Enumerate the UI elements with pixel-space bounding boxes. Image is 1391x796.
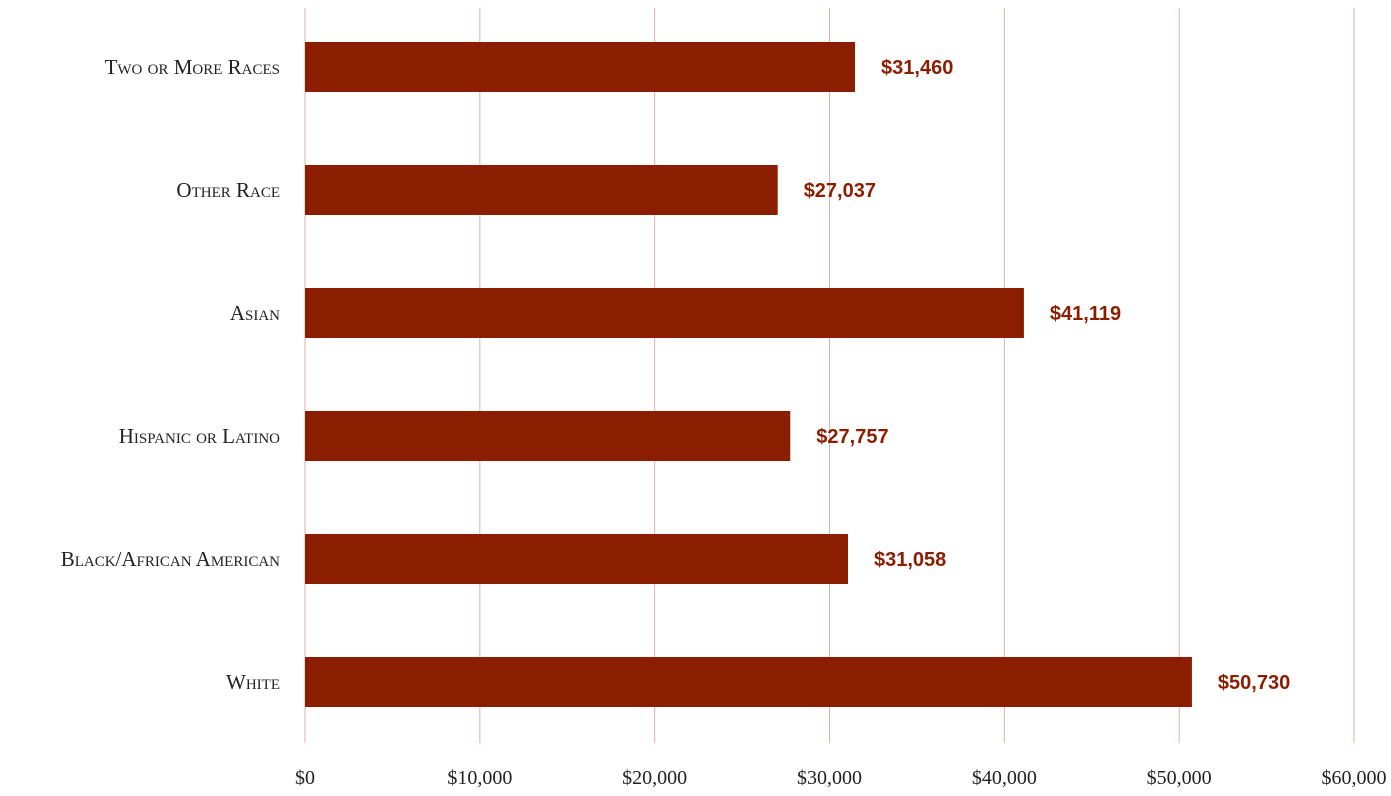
gridlines [304,8,1355,743]
x-tick-label: $40,000 [972,767,1037,789]
category-label: Two or More Races [105,55,280,79]
data-labels: $31,460 $27,037 $41,119 $27,757 $31,058 $50,7… [804,57,1291,694]
bar [305,288,1024,338]
bar [305,411,791,461]
category-label: Asian [230,301,280,325]
data-label: $50,730 [1218,672,1290,694]
bar [305,657,1192,707]
x-tick-label: $10,000 [447,767,512,789]
bar [305,534,848,584]
data-label: $27,037 [804,180,876,202]
category-label: Black/African American [61,547,280,571]
data-label: $31,460 [881,57,953,79]
category-label: White [226,670,280,694]
x-tick-label: $0 [295,767,315,789]
x-axis-tick-labels: $0 $10,000 $20,000 $30,000 $40,000 $50,000 $60… [295,767,1387,789]
bar [305,42,856,92]
bars [305,42,1192,707]
x-tick-label: $20,000 [622,767,687,789]
x-tick-label: $60,000 [1322,767,1387,789]
data-label: $31,058 [874,549,946,571]
x-tick-label: $50,000 [1147,767,1212,789]
category-label: Hispanic or Latino [119,424,280,448]
category-label: Other Race [176,178,280,202]
x-tick-label: $30,000 [797,767,862,789]
category-labels: Two or More Races Other Race Asian Hispanic… [61,55,280,694]
bar [305,165,778,215]
data-label: $41,119 [1050,303,1121,325]
data-label: $27,757 [816,426,888,448]
